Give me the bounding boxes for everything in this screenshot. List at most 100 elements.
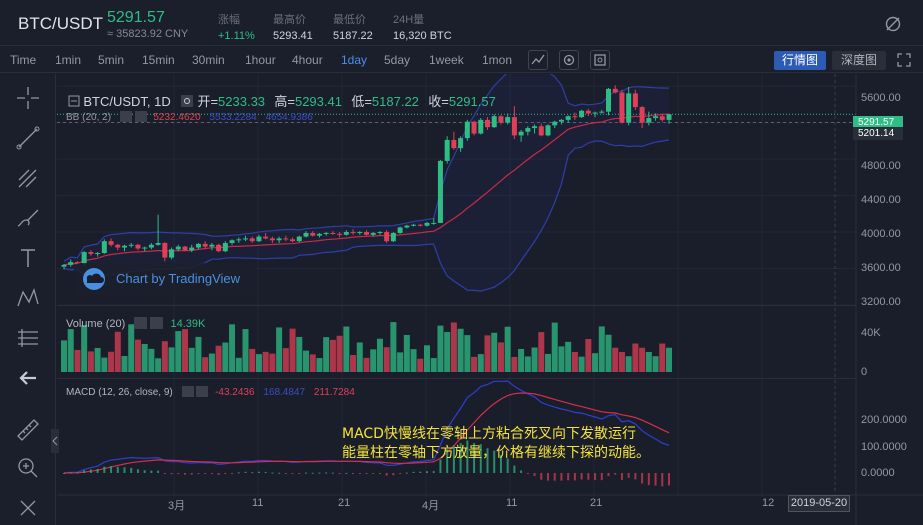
macd-histogram-bar xyxy=(365,473,368,474)
time-tick: 4月 xyxy=(422,500,440,512)
candle-body xyxy=(276,238,282,241)
theme-toggle-icon[interactable] xyxy=(884,15,902,33)
settings-icon[interactable] xyxy=(181,386,194,397)
stat-low: 最低价 5187.22 xyxy=(333,11,373,42)
stat-value: 16,320 BTC xyxy=(393,30,452,42)
tf-30min[interactable]: 30min xyxy=(192,53,225,67)
macd-histogram-bar xyxy=(540,473,543,480)
macd-histogram-bar xyxy=(580,473,583,480)
candle-body xyxy=(169,249,175,258)
settings-icon[interactable] xyxy=(134,317,148,329)
ruler-tool[interactable] xyxy=(14,416,42,444)
candle-body xyxy=(525,128,531,132)
stat-label: 最低价 xyxy=(333,14,366,26)
analysis-annotation: MACD快慢线在零轴上方粘合死叉向下发散运行 能量柱在零轴下方放量，价格有继续下… xyxy=(342,425,650,463)
candle-body xyxy=(646,118,652,123)
tf-15min[interactable]: 15min xyxy=(142,53,175,67)
volume-bar xyxy=(329,339,336,372)
macd-histogram-bar xyxy=(345,472,348,474)
collapse-legend-icon[interactable] xyxy=(68,95,80,107)
time-tick: 21 xyxy=(590,497,603,509)
prediction-tool[interactable] xyxy=(14,324,42,352)
candle-body xyxy=(444,139,450,161)
settings-icon[interactable] xyxy=(119,111,132,122)
zoom-tool[interactable] xyxy=(14,454,42,482)
back-tool[interactable] xyxy=(14,364,42,392)
bb-fill xyxy=(64,74,669,292)
text-tool[interactable] xyxy=(14,244,42,272)
settings-icon[interactable] xyxy=(180,94,194,108)
chart-type-button[interactable] xyxy=(528,50,548,70)
macd-histogram-bar xyxy=(83,470,86,473)
close-icon[interactable] xyxy=(196,386,209,397)
macd-histogram-bar xyxy=(392,473,395,476)
candle-body xyxy=(370,232,376,235)
candle-body xyxy=(135,244,141,249)
macd-histogram-bar xyxy=(311,472,314,474)
stat-high: 最高价 5293.41 xyxy=(273,11,313,42)
screenshot-button[interactable] xyxy=(590,50,610,70)
candle-body xyxy=(95,253,101,255)
volume-bar xyxy=(639,347,646,372)
pitchfork-tool[interactable] xyxy=(14,164,42,192)
macd-histogram-bar xyxy=(123,467,126,473)
volume-bar xyxy=(403,334,410,372)
tf-4hour[interactable]: 4hour xyxy=(292,53,323,67)
macd-histogram-bar xyxy=(204,473,207,474)
macd-histogram-bar xyxy=(641,473,644,484)
macd-histogram-bar xyxy=(177,473,180,475)
bb-legend: BB (20, 2) 5232.4620 5533.2284 4654.9386 xyxy=(66,111,313,123)
tf-5day[interactable]: 5day xyxy=(384,53,411,67)
volume-bar xyxy=(511,356,518,372)
trendline-tool[interactable] xyxy=(14,124,42,152)
pattern-tool[interactable] xyxy=(14,284,42,312)
pair-title[interactable]: BTC/USDT xyxy=(18,14,103,33)
open-value: 5233.33 xyxy=(218,94,266,109)
bb-mid-value: 5232.4620 xyxy=(153,112,201,123)
macd-histogram-bar xyxy=(251,472,254,474)
volume-bar xyxy=(309,354,316,372)
macd-histogram-bar xyxy=(547,473,549,481)
candle-body xyxy=(175,246,181,250)
macd-signal-line xyxy=(63,392,670,474)
volume-bar xyxy=(269,353,276,372)
tf-1week[interactable]: 1week xyxy=(429,53,464,67)
macd-histogram-bar xyxy=(184,473,186,475)
tf-1hour[interactable]: 1hour xyxy=(245,53,276,67)
volume-bar xyxy=(128,324,135,372)
volume-bar xyxy=(121,355,128,372)
candle-body xyxy=(384,232,390,242)
volume-bar xyxy=(168,347,175,372)
macd-histogram-bar xyxy=(654,473,657,486)
macd-histogram-bar xyxy=(338,473,341,474)
remove-drawings-tool[interactable] xyxy=(14,494,42,522)
time-tick: 21 xyxy=(338,497,351,509)
volume-bar xyxy=(464,335,471,372)
tf-1day[interactable]: 1day xyxy=(341,53,368,67)
tf-5min[interactable]: 5min xyxy=(98,53,125,67)
fullscreen-icon[interactable] xyxy=(896,52,912,68)
candle-body xyxy=(229,240,235,243)
settings-button[interactable] xyxy=(559,50,579,70)
close-icon[interactable] xyxy=(150,317,164,329)
tf-1min[interactable]: 1min xyxy=(55,53,82,67)
volume-bar xyxy=(336,335,343,372)
tf-1mon[interactable]: 1mon xyxy=(482,53,513,67)
candle-body xyxy=(377,232,383,234)
macd-histogram-bar xyxy=(372,473,375,474)
close-icon[interactable] xyxy=(134,111,147,122)
brush-tool[interactable] xyxy=(14,204,42,232)
depth-view-button[interactable]: 深度图 xyxy=(832,51,886,70)
volume-bar xyxy=(558,346,565,372)
volume-bar xyxy=(255,354,262,372)
watermark-text: Chart by TradingView xyxy=(116,271,241,286)
tf-time[interactable]: Time xyxy=(10,53,37,67)
price-chart[interactable] xyxy=(57,74,923,525)
market-view-button[interactable]: 行情图 xyxy=(774,51,826,70)
volume-bar xyxy=(430,358,437,372)
crosshair-tool[interactable] xyxy=(14,84,42,112)
volume-tick: 40K xyxy=(861,327,881,339)
tradingview-watermark[interactable]: Chart by TradingView xyxy=(74,263,256,295)
collapse-handle[interactable] xyxy=(51,429,59,453)
candle-body xyxy=(256,236,262,242)
